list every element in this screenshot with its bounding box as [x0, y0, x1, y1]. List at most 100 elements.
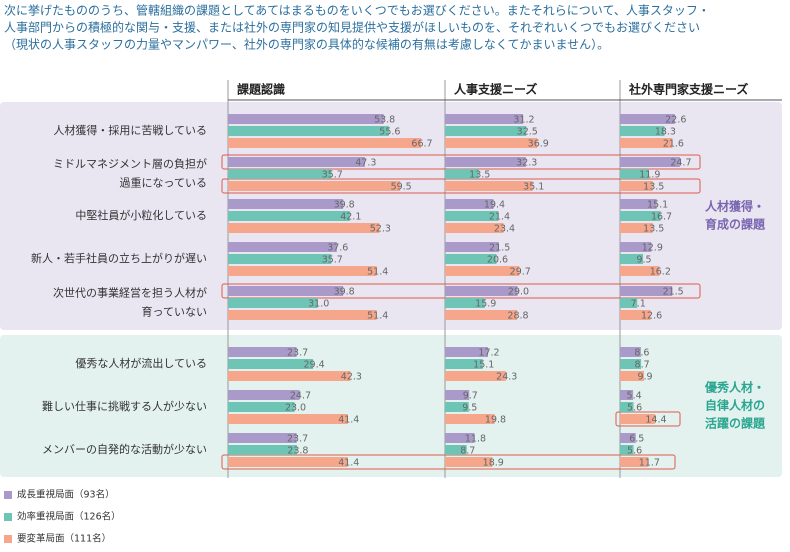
bar	[620, 298, 638, 308]
bar	[445, 254, 497, 264]
value-label: 21.5	[663, 287, 684, 298]
value-label: 9.5	[636, 255, 651, 266]
value-label: 18.3	[655, 127, 676, 138]
bar	[620, 414, 655, 424]
value-label: 23.0	[285, 403, 306, 414]
category-label: 難しい仕事に挑戦する人が少ない	[42, 399, 207, 413]
value-label: 7.1	[631, 299, 646, 310]
group-label: 育成の課題	[705, 217, 766, 232]
bar	[228, 266, 377, 276]
value-label: 23.4	[494, 224, 515, 235]
value-label: 8.6	[634, 348, 649, 359]
bar	[445, 169, 479, 179]
bar	[620, 157, 680, 167]
value-label: 32.3	[516, 158, 537, 169]
category-label: 中堅社員が小粒化している	[75, 208, 207, 222]
bar	[228, 347, 297, 357]
value-label: 16.2	[650, 267, 671, 278]
legend-label: 要変革局面（111名）	[17, 533, 111, 545]
category-label: 育っていない	[142, 305, 207, 319]
value-label: 51.4	[367, 267, 388, 278]
group-label: 優秀人材・	[704, 380, 765, 395]
group-label: 人材獲得・	[705, 199, 765, 214]
bar	[620, 138, 673, 148]
value-label: 22.6	[665, 115, 686, 126]
bar	[228, 445, 297, 455]
value-label: 12.6	[641, 311, 662, 322]
value-label: 35.1	[523, 182, 544, 193]
bar	[228, 254, 332, 264]
value-label: 9.5	[462, 403, 477, 414]
value-label: 51.4	[367, 311, 388, 322]
value-label: 17.2	[478, 348, 499, 359]
bar	[620, 445, 634, 455]
bar	[445, 414, 495, 424]
value-label: 52.3	[370, 224, 391, 235]
bar	[620, 211, 661, 221]
value-label: 13.5	[643, 224, 664, 235]
bar	[228, 457, 348, 467]
value-label: 19.4	[484, 200, 505, 211]
bar	[445, 445, 467, 455]
bar	[228, 414, 348, 424]
legend-swatch	[4, 535, 12, 543]
value-label: 9.9	[637, 372, 652, 383]
value-label: 32.5	[517, 127, 538, 138]
bar	[445, 310, 517, 320]
bar	[228, 211, 350, 221]
bar	[620, 254, 644, 264]
legend-swatch	[4, 513, 12, 521]
panel-title: 課題認識	[237, 82, 285, 97]
value-label: 8.7	[460, 446, 475, 457]
bar	[445, 138, 538, 148]
category-label: 次世代の事業経営を担う人材が	[53, 286, 207, 300]
bar	[620, 457, 649, 467]
title: （現状の人事スタッフの力量やマンパワー、社外の専門家の具体的な候補の有無は考慮し…	[4, 37, 609, 52]
bar	[620, 126, 665, 136]
bar	[620, 433, 636, 443]
value-label: 19.8	[485, 415, 506, 426]
bar	[620, 310, 651, 320]
value-label: 41.4	[338, 415, 359, 426]
bar	[620, 347, 641, 357]
value-label: 37.6	[327, 243, 348, 254]
category-label: ミドルマネジメント層の負担が	[53, 157, 207, 171]
bar	[620, 390, 634, 400]
bar	[228, 114, 384, 124]
category-label: メンバーの自発的な活動が少ない	[42, 442, 207, 456]
value-label: 21.5	[489, 243, 510, 254]
bar	[445, 298, 485, 308]
value-label: 28.8	[507, 311, 528, 322]
value-label: 13.5	[643, 182, 664, 193]
bar	[620, 402, 634, 412]
value-label: 36.9	[528, 139, 549, 150]
panel-title: 人事支援ニーズ	[454, 82, 537, 97]
value-label: 11.7	[639, 458, 660, 469]
value-label: 15.9	[475, 299, 496, 310]
bar	[445, 199, 494, 209]
value-label: 5.6	[627, 446, 642, 457]
value-label: 29.7	[510, 267, 531, 278]
category-label: 過重になっている	[120, 176, 207, 190]
group-label: 活躍の課題	[705, 416, 766, 431]
bar	[228, 359, 314, 369]
value-label: 5.4	[627, 391, 642, 402]
bar	[445, 223, 504, 233]
bar	[228, 199, 344, 209]
value-label: 55.6	[379, 127, 400, 138]
bar	[620, 223, 653, 233]
value-label: 35.7	[322, 170, 343, 181]
bar	[228, 157, 365, 167]
bar	[228, 181, 401, 191]
bar	[620, 371, 645, 381]
value-label: 53.8	[374, 115, 395, 126]
bar	[445, 433, 475, 443]
bar	[228, 310, 377, 320]
bar	[620, 181, 653, 191]
bar	[445, 371, 506, 381]
bar	[445, 266, 520, 276]
bar	[228, 402, 295, 412]
group-label: 自律人材の	[705, 398, 765, 413]
value-label: 23.8	[287, 446, 308, 457]
value-label: 42.3	[341, 372, 362, 383]
